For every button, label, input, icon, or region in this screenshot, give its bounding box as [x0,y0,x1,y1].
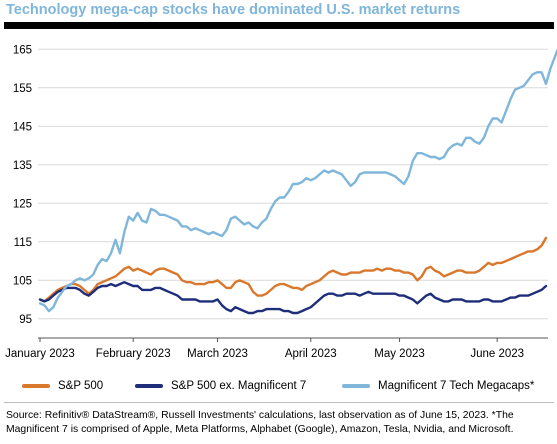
y-tick-label-125: 125 [13,198,32,210]
legend-item-sp500-ex-mag7: S&P 500 ex. Magnificent 7 [135,374,306,398]
legend-label-mag7: Magnificent 7 Tech Megacaps* [378,380,535,392]
y-tick-label-165: 165 [13,44,32,56]
source-footnote: Source: Refinitiv® DataStream®, Russell … [6,410,514,435]
legend-label-sp500-ex-mag7: S&P 500 ex. Magnificent 7 [171,380,307,392]
x-tick-label-5: June 2023 [470,348,524,360]
y-tick-label-115: 115 [14,237,32,249]
x-tick-label-0: January 2023 [5,348,75,360]
legend-swatch-mag7 [342,384,370,388]
x-tick-label-1: February 2023 [96,348,171,360]
legend-swatch-sp500 [22,384,50,388]
series-line-sp500 [38,236,548,303]
y-tick-label-155: 155 [13,83,32,95]
x-tick-label-4: May 2023 [374,348,425,360]
x-tick-label-2: March 2023 [187,348,248,360]
legend-swatch-sp500-ex-mag7 [135,384,163,388]
legend-item-sp500: S&P 500 [22,374,103,398]
title-rule [4,22,554,29]
y-tick-label-145: 145 [13,121,32,133]
series-line-sp500-ex-mag7 [38,281,548,315]
y-tick-label-105: 105 [13,275,32,287]
series-line-mag7 [38,48,557,313]
y-tick-label-135: 135 [13,160,32,172]
x-tick-label-3: April 2023 [285,348,337,360]
footnote-divider [4,402,554,403]
legend-item-mag7: Magnificent 7 Tech Megacaps* [342,374,534,398]
chart-title: Technology mega-cap stocks have dominate… [6,2,461,18]
legend-label-sp500: S&P 500 [58,380,104,392]
line-chart: 95 105 115 125 135 145 155 165 January 2023 Febru… [5,44,557,360]
y-tick-label-95: 95 [19,314,32,326]
legend: S&P 500 S&P 500 ex. Magnificent 7 Magnif… [0,374,557,398]
